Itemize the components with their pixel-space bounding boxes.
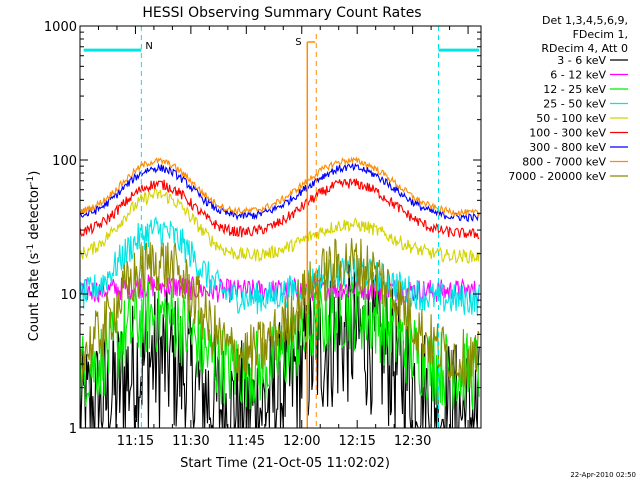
legend-header-line: FDecim 1, <box>573 28 628 41</box>
legend-header-line: RDecim 4, Att 0 <box>541 42 628 55</box>
x-axis-label: Start Time (21-Oct-05 11:02:02) <box>180 456 390 471</box>
y-axis-label: Count Rate (s-1 detector-1) <box>26 171 42 342</box>
night-marker-label: N <box>145 41 152 52</box>
axis-ticks: 11:15 11:30 11:45 12:00 12:15 12:30 1 10 100 1000 <box>44 20 481 449</box>
series-line-6 <box>80 162 480 223</box>
legend-entry-label: 100 - 300 keV <box>529 127 606 140</box>
x-tick-label: 12:15 <box>338 434 375 449</box>
x-tick-label: 11:30 <box>172 434 209 449</box>
legend-entry-label: 25 - 50 keV <box>543 98 606 111</box>
legend-entry-label: 300 - 800 keV <box>529 141 606 154</box>
series-line-8 <box>80 238 480 389</box>
series-line-7 <box>80 156 480 218</box>
legend-entry-label: 7000 - 20000 keV <box>508 170 606 183</box>
legend-header-line: Det 1,3,4,5,6,9, <box>542 14 628 27</box>
series-line-4 <box>80 188 480 265</box>
x-tick-label: 12:00 <box>283 434 320 449</box>
y-tick-label: 10 <box>60 288 77 303</box>
x-tick-label: 11:45 <box>228 434 265 449</box>
chart-title: HESSI Observing Summary Count Rates <box>142 5 421 21</box>
legend-entry-label: 50 - 100 keV <box>536 112 606 125</box>
y-tick-label: 100 <box>52 154 77 169</box>
x-tick-label: 11:15 <box>117 434 154 449</box>
axes-frame <box>79 25 482 429</box>
legend-entry-label: 3 - 6 keV <box>557 54 606 67</box>
scatter-marker-label: S <box>295 37 301 48</box>
y-tick-label: 1000 <box>44 20 77 35</box>
legend-entry-label: 12 - 25 keV <box>543 83 606 96</box>
series-line-2 <box>80 275 480 410</box>
legend-entry-label: 800 - 7000 keV <box>522 156 606 169</box>
legend-entry-label: 6 - 12 keV <box>550 69 606 82</box>
series-line-5 <box>80 178 480 240</box>
legend: Det 1,3,4,5,6,9,FDecim 1,RDecim 4, Att 0… <box>508 14 628 183</box>
footer-date: 22-Apr-2010 02:50 <box>570 471 636 479</box>
plot-frame <box>79 25 482 429</box>
series-line-3 <box>80 215 480 316</box>
x-tick-label: 12:30 <box>394 434 431 449</box>
svg-text:Count Rate (s-1 detector-1): Count Rate (s-1 detector-1) <box>26 171 42 342</box>
y-tick-label: 1 <box>69 422 77 437</box>
